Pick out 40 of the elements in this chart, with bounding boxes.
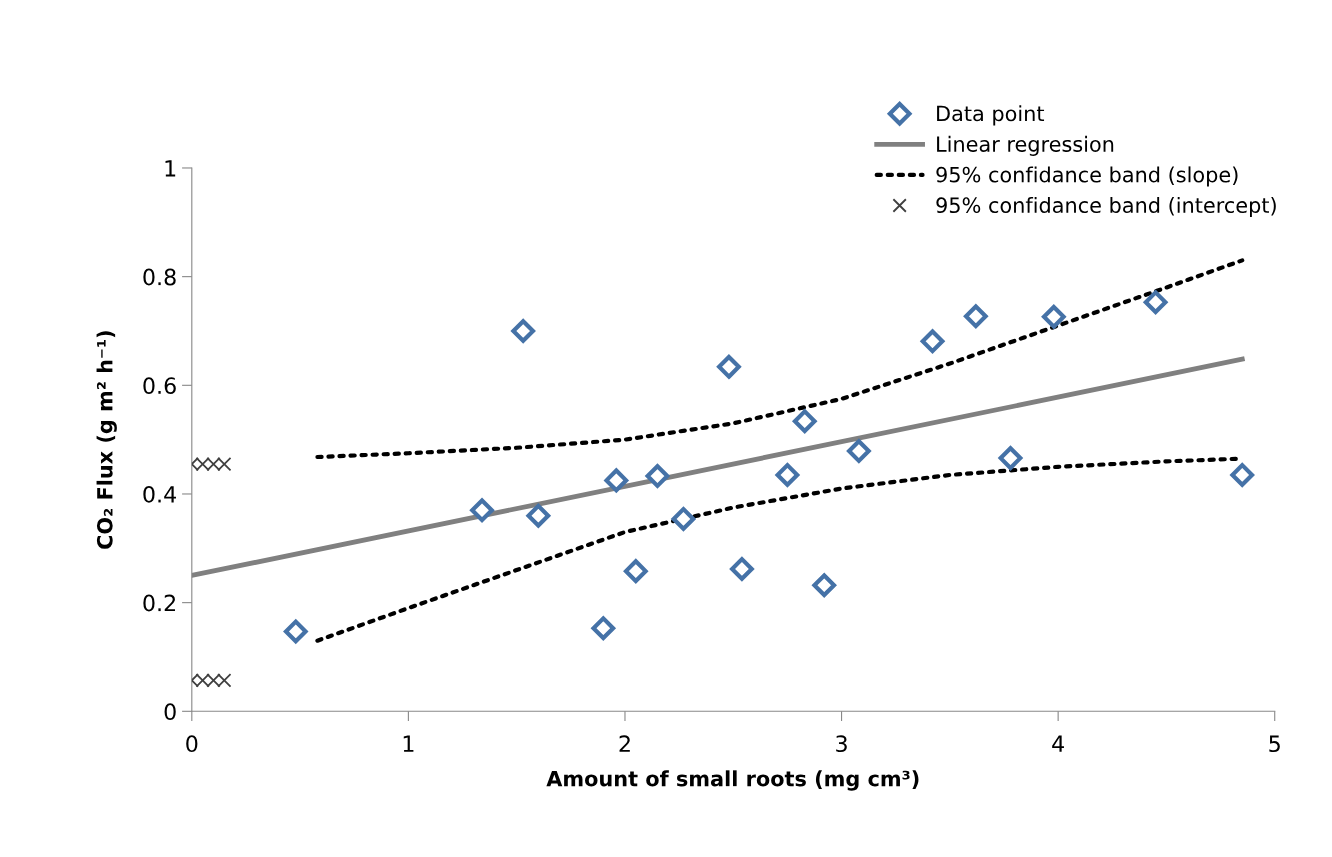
x-tick-label: 0 bbox=[186, 735, 198, 753]
point bbox=[470, 498, 494, 523]
y-tick-label: 1 bbox=[165, 160, 176, 177]
point bbox=[511, 319, 536, 343]
legend-label: Linear regression bbox=[937, 135, 1114, 156]
x-tick-label: 2 bbox=[619, 735, 630, 752]
point bbox=[1143, 290, 1168, 315]
point bbox=[775, 463, 800, 487]
x-tick-label: 5 bbox=[1269, 735, 1280, 753]
x-tick-label: 4 bbox=[1052, 735, 1064, 752]
x-axis-title: Amount of small roots (mg cm³) bbox=[546, 770, 919, 791]
point bbox=[812, 573, 837, 598]
line-series bbox=[315, 258, 1245, 460]
point bbox=[998, 446, 1023, 471]
point bbox=[730, 557, 754, 581]
y-tick-label: 0.8 bbox=[143, 268, 176, 286]
point bbox=[717, 354, 741, 379]
point bbox=[591, 616, 616, 641]
y-tick-label: 0.4 bbox=[143, 485, 176, 503]
point bbox=[1041, 304, 1066, 329]
y-tick-label: 0 bbox=[164, 703, 176, 721]
point bbox=[920, 329, 945, 354]
y-tick-label: 0.6 bbox=[143, 377, 176, 395]
y-axis-title: CO₂ Flux (g m² h⁻¹) bbox=[96, 331, 117, 549]
point bbox=[846, 439, 871, 463]
legend-label: 95% confidance band (slope) bbox=[936, 166, 1238, 187]
point bbox=[963, 304, 988, 329]
point bbox=[604, 468, 629, 493]
x-tick-label: 1 bbox=[403, 735, 414, 752]
legend-label: 95% confidance band (intercept) bbox=[936, 196, 1276, 218]
x-tick-label: 3 bbox=[836, 735, 847, 753]
point bbox=[283, 619, 308, 644]
legend-label: Data point bbox=[937, 105, 1045, 126]
y-tick-label: 0.2 bbox=[143, 594, 175, 612]
point bbox=[645, 464, 670, 488]
point bbox=[1230, 463, 1255, 487]
point bbox=[792, 409, 817, 434]
point bbox=[526, 503, 551, 528]
point bbox=[623, 559, 648, 584]
point bbox=[671, 507, 696, 531]
